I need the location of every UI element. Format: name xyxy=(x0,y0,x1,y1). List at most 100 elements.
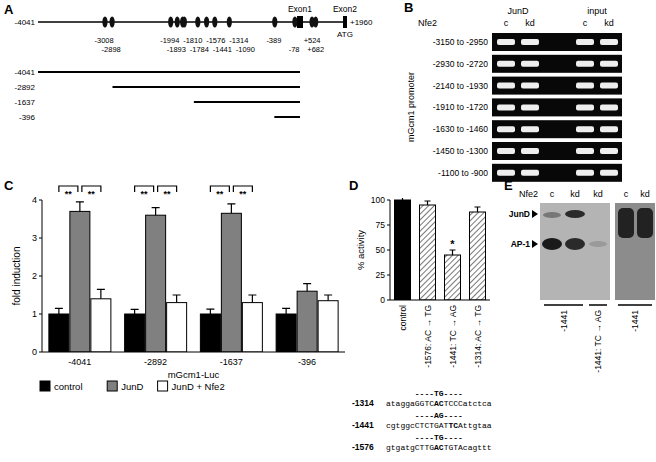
bar xyxy=(276,314,296,352)
bar xyxy=(167,303,187,352)
gel-strip xyxy=(492,120,622,138)
construct xyxy=(274,116,300,118)
probe-line xyxy=(544,304,583,306)
seq-position: -1441 xyxy=(352,420,374,430)
seq-part: GGTC xyxy=(415,399,434,408)
binding-site xyxy=(102,17,107,28)
bar xyxy=(395,200,411,300)
seq-part: TCCC xyxy=(444,399,463,408)
label: -2140 to -1930 xyxy=(433,81,489,91)
plot-d xyxy=(395,198,486,300)
band xyxy=(497,126,515,132)
label: mGcm1-Luc xyxy=(168,369,220,380)
probe: -1441: TC → AG xyxy=(593,310,603,373)
bar xyxy=(221,213,241,352)
arrowhead xyxy=(532,240,538,248)
tick-label: 100 xyxy=(371,195,385,205)
label: fold induction xyxy=(11,247,22,306)
band xyxy=(565,210,585,218)
seq-part: CTCTGAT xyxy=(415,421,449,430)
binding-site xyxy=(212,17,217,28)
label: kd xyxy=(525,18,535,28)
label: -1630 to -1460 xyxy=(433,124,489,134)
tick-label: 50 xyxy=(376,245,386,255)
seq-part: TC xyxy=(448,421,458,430)
band xyxy=(576,148,594,154)
band xyxy=(600,83,618,89)
site-label: -1994 xyxy=(160,36,179,45)
category: control xyxy=(398,305,408,331)
binding-site xyxy=(175,17,180,28)
band xyxy=(521,104,539,110)
label: -1637 xyxy=(15,98,36,107)
tick xyxy=(387,275,390,276)
band xyxy=(576,104,594,110)
band xyxy=(589,241,607,247)
tick xyxy=(387,250,390,251)
gel-strip xyxy=(492,98,622,116)
significance: * xyxy=(450,238,455,250)
binding-site xyxy=(227,17,232,28)
mutation: ----AG---- xyxy=(415,411,463,420)
site-label: -1784 xyxy=(190,45,209,54)
label: -1100 to -900 xyxy=(438,168,488,178)
tick xyxy=(387,300,390,301)
probe: -1441 xyxy=(559,310,569,332)
band xyxy=(497,104,515,110)
gel-strip xyxy=(492,77,622,95)
binding-site xyxy=(204,17,209,28)
seq-part: TGTA xyxy=(444,443,463,452)
tick-label: 3 xyxy=(32,233,37,243)
site-label: -389 xyxy=(266,36,281,45)
band xyxy=(600,104,618,110)
error-bar xyxy=(400,198,406,200)
error-bar xyxy=(324,295,332,301)
tick xyxy=(387,200,390,201)
band xyxy=(497,61,515,67)
panel-label: A xyxy=(4,2,14,17)
binding-site xyxy=(292,17,297,28)
band xyxy=(521,61,539,67)
error-bar xyxy=(248,295,256,303)
band xyxy=(600,126,618,132)
bar xyxy=(297,291,317,352)
gel-strip xyxy=(492,142,622,160)
bar xyxy=(200,314,220,352)
error-bar xyxy=(97,289,105,299)
gel xyxy=(540,203,610,300)
category: -2892 xyxy=(144,357,167,367)
probe-line xyxy=(589,304,607,306)
legend-label: control xyxy=(54,381,83,392)
band xyxy=(576,83,594,89)
significance: ** xyxy=(65,189,73,199)
label: -2930 to -2720 xyxy=(433,59,489,69)
bar xyxy=(125,314,145,352)
band xyxy=(600,170,618,176)
label: c xyxy=(624,189,629,199)
legend-swatch xyxy=(107,381,117,391)
label: c xyxy=(583,18,588,28)
site-label: -1090 xyxy=(236,45,255,54)
mutation: ----TG---- xyxy=(415,389,463,398)
tick xyxy=(39,238,42,239)
tick-label: 0 xyxy=(32,347,37,357)
label: -3150 to -2950 xyxy=(433,37,489,47)
legend-label: JunD + Nfe2 xyxy=(172,381,225,392)
seq-position: -1576 xyxy=(352,442,374,452)
binding-site xyxy=(313,17,318,28)
tick xyxy=(387,225,390,226)
site-label: -1314 xyxy=(229,36,248,45)
tick xyxy=(39,276,42,277)
label: input xyxy=(587,6,607,16)
error-bar xyxy=(425,201,431,205)
tick-label: 75 xyxy=(376,220,386,230)
label: kd xyxy=(640,189,650,199)
significance: ** xyxy=(164,189,172,199)
band xyxy=(521,148,539,154)
site-label: -2898 xyxy=(102,45,121,54)
panel-label: B xyxy=(404,0,413,15)
label: Nfe2 xyxy=(418,18,437,28)
gel-strip xyxy=(492,164,622,182)
band xyxy=(600,148,618,154)
error-bar xyxy=(450,250,456,255)
